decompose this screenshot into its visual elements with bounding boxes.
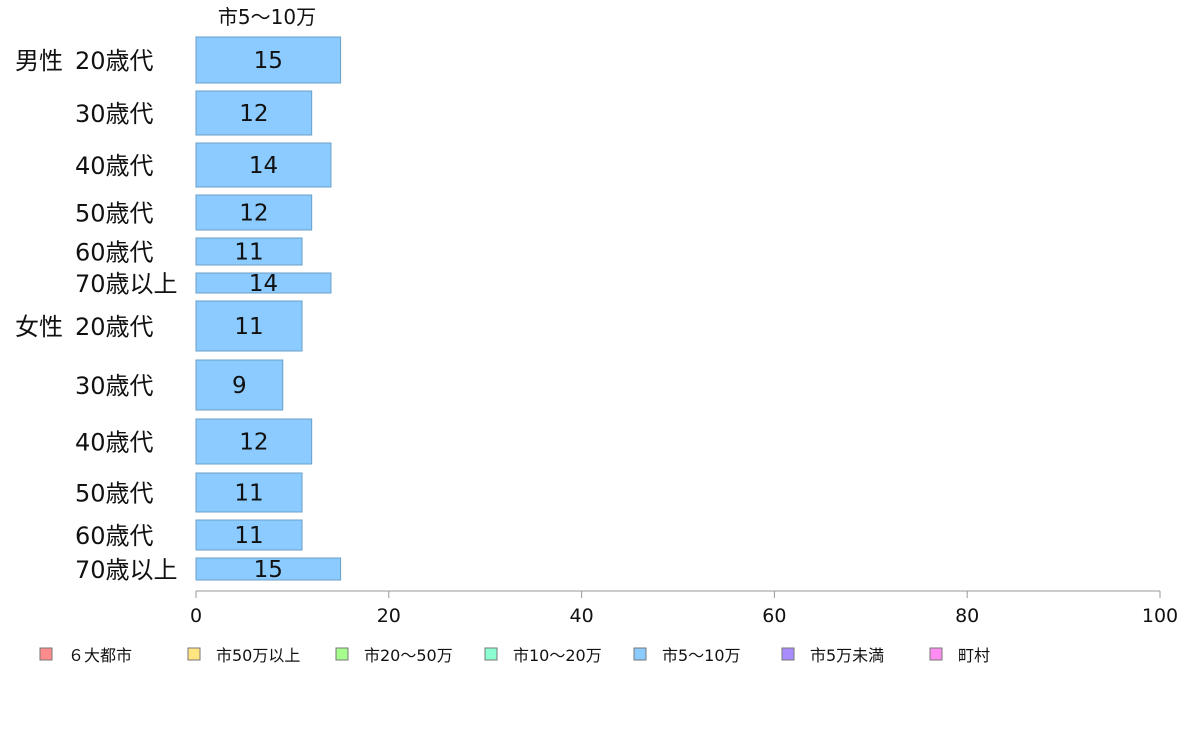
data-label: 15 — [254, 48, 283, 74]
x-tick-label: 20 — [377, 605, 401, 627]
x-tick-label: 100 — [1142, 605, 1178, 627]
legend-label: 市5万未満 — [810, 646, 884, 665]
bar-2-6 — [195, 557, 342, 581]
legend-swatch — [929, 647, 943, 661]
legend-label: 市20〜50万 — [364, 646, 453, 665]
bar-2-3 — [195, 418, 313, 465]
bars-layer: 15 12 14 12 11 14 11 9 12 11 11 15 — [195, 36, 342, 583]
category-label: 30歳代 — [75, 100, 154, 128]
legend-label: ６大都市 — [68, 646, 132, 665]
legend-label: 市5〜10万 — [662, 646, 741, 665]
x-axis-ticks: 0 20 40 60 80 100 — [190, 591, 1178, 627]
legend-swatch — [781, 647, 795, 661]
bar-1-1 — [195, 36, 342, 84]
bar-2-4 — [195, 472, 303, 513]
data-label: 14 — [249, 271, 278, 297]
legend-label: 町村 — [958, 646, 990, 665]
data-label: 15 — [254, 557, 283, 583]
category-label: 60歳代 — [75, 239, 154, 267]
legend-label: 市10〜20万 — [513, 646, 602, 665]
series-title: 市5〜10万 — [218, 5, 316, 29]
legend-swatch — [633, 647, 647, 661]
bar-2-1 — [195, 300, 303, 352]
bar-2-2 — [195, 359, 284, 411]
legend: ６大都市 市50万以上 市20〜50万 市10〜20万 市5〜10万 市5万未満 町村 — [39, 646, 990, 665]
bar-1-3 — [195, 142, 332, 188]
data-label: 14 — [249, 153, 278, 179]
category-label: 70歳以上 — [75, 270, 178, 298]
category-label: 20歳代 — [75, 47, 154, 75]
category-label: 50歳代 — [75, 200, 154, 228]
data-label: 11 — [234, 240, 263, 266]
x-tick-label: 80 — [955, 605, 979, 627]
data-label: 9 — [232, 373, 247, 399]
legend-swatch — [187, 647, 201, 661]
category-label: 40歳代 — [75, 429, 154, 457]
category-labels-layer: 20歳代男性30歳代40歳代50歳代60歳代70歳以上20歳代女性30歳代40歳… — [15, 47, 178, 584]
data-label: 12 — [239, 430, 268, 456]
legend-swatch — [39, 647, 53, 661]
x-tick-label: 40 — [570, 605, 594, 627]
group-label: 女性 — [15, 313, 63, 341]
bar-2-5 — [195, 519, 303, 551]
data-label: 12 — [239, 101, 268, 127]
legend-swatch — [484, 647, 498, 661]
data-label: 11 — [234, 481, 263, 507]
bar-1-4 — [195, 194, 313, 231]
bar-1-5 — [195, 237, 303, 266]
data-label: 12 — [239, 201, 268, 227]
bar-1-6 — [195, 272, 332, 294]
category-label: 50歳代 — [75, 480, 154, 508]
category-label: 40歳代 — [75, 152, 154, 180]
x-tick-label: 60 — [762, 605, 786, 627]
category-label: 30歳代 — [75, 372, 154, 400]
legend-label: 市50万以上 — [216, 646, 300, 665]
legend-swatch — [335, 647, 349, 661]
group-label: 男性 — [15, 47, 63, 75]
data-label: 11 — [234, 314, 263, 340]
data-label: 11 — [234, 523, 263, 549]
category-label: 70歳以上 — [75, 556, 178, 584]
x-tick-label: 0 — [190, 605, 202, 627]
category-label: 60歳代 — [75, 522, 154, 550]
bar-1-2 — [195, 90, 313, 136]
category-label: 20歳代 — [75, 313, 154, 341]
